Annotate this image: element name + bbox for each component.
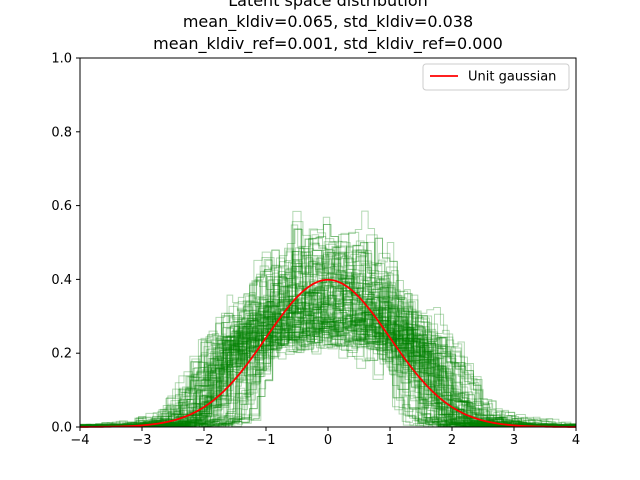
histogram-trace [79,246,577,428]
histogram-trace [79,316,576,428]
chart-title-line: mean_kldiv=0.065, std_kldiv=0.038 [183,12,473,32]
histogram-trace [79,303,577,428]
histogram-trace [80,257,577,428]
histogram-trace [80,330,577,428]
histogram-trace [80,327,577,428]
histogram-trace [80,287,576,428]
histogram-trace [80,224,577,428]
histogram-trace [80,251,576,428]
histogram-trace [79,273,577,428]
histogram-trace [80,317,576,428]
histogram-trace [80,312,577,428]
histogram-trace [80,318,576,428]
histogram-trace [80,224,577,428]
x-tick-label: −3 [132,433,151,448]
histogram-trace [79,285,577,428]
x-axis-ticks: −4 −3 −2 −1 0 1 2 3 4 [70,427,580,448]
histogram-trace [79,326,576,428]
histogram-trace [79,292,577,428]
histogram-trace [79,273,577,428]
histogram-trace [79,299,577,428]
histogram-trace [80,320,576,428]
histogram-trace [80,316,576,428]
histogram-trace [80,292,576,428]
legend-box [422,63,570,91]
histogram-trace [79,251,576,428]
histogram-trace [80,299,576,428]
histogram-trace [80,328,576,428]
histogram-trace [79,291,576,428]
histogram-trace [80,318,577,428]
histogram-trace [79,303,577,428]
x-tick-label: 3 [510,433,518,448]
x-tick-label: −1 [256,433,275,448]
chart-title-line: mean_kldiv_ref=0.001, std_kldiv_ref=0.00… [153,34,503,54]
histogram-trace [79,309,576,428]
histogram-trace [79,210,577,428]
y-tick-label: 1.0 [51,52,72,67]
histogram-trace [79,294,577,428]
histogram-trace [79,320,577,428]
histogram-traces [79,210,577,428]
histogram-trace [79,284,576,428]
histogram-trace [80,320,576,428]
plot-area [79,57,577,428]
histogram-trace [80,310,576,428]
chart-title: Latent space distribution mean_kldiv=0.06… [153,0,503,54]
y-tick-label: 0.8 [51,125,72,140]
histogram-trace [80,308,577,428]
y-tick-label: 0.6 [51,199,72,214]
histogram-trace [80,297,577,428]
histogram-trace [79,304,577,428]
histogram-trace [80,321,576,428]
histogram-trace [80,287,576,428]
y-axis-ticks: 0.0 0.2 0.4 0.6 0.8 1.0 [51,52,80,436]
x-tick-label: 0 [324,433,332,448]
y-tick-label: 0.4 [51,273,72,288]
histogram-trace [80,292,576,428]
legend: Unit gaussian [422,63,570,91]
histogram-trace [80,313,577,428]
histogram-trace [80,242,576,428]
histogram-trace [79,284,577,427]
histogram-trace [80,318,577,428]
histogram-trace [79,221,577,428]
y-tick-label: 0.0 [51,421,72,436]
histogram-trace [80,262,577,428]
histogram-trace [79,275,576,428]
unit-gaussian-series [79,278,577,428]
histogram-trace [79,330,576,428]
histogram-trace [79,293,577,428]
histogram-trace [79,309,577,428]
histogram-trace [80,301,576,428]
histogram-trace [79,312,576,428]
histogram-trace [80,306,576,428]
histogram-trace [79,251,576,428]
histogram-trace [79,317,576,428]
histogram-trace [80,326,577,428]
legend-label: Unit gaussian [468,70,556,85]
histogram-trace [80,288,577,428]
chart-title-line: Latent space distribution [228,0,428,10]
histogram-trace [80,315,576,428]
y-tick-label: 0.2 [51,347,72,362]
histogram-trace [79,247,576,428]
x-tick-label: −4 [70,433,89,448]
x-tick-label: −2 [194,433,213,448]
x-tick-label: 1 [386,433,394,448]
x-tick-label: 4 [572,433,580,448]
x-tick-label: 2 [448,433,456,448]
unit-gaussian-line [79,278,577,428]
histogram-trace [80,231,576,428]
histogram-trace [79,329,576,428]
histogram-trace [79,306,576,428]
histogram-trace [79,301,576,428]
histogram-trace [79,300,576,428]
histogram-trace [79,326,576,428]
